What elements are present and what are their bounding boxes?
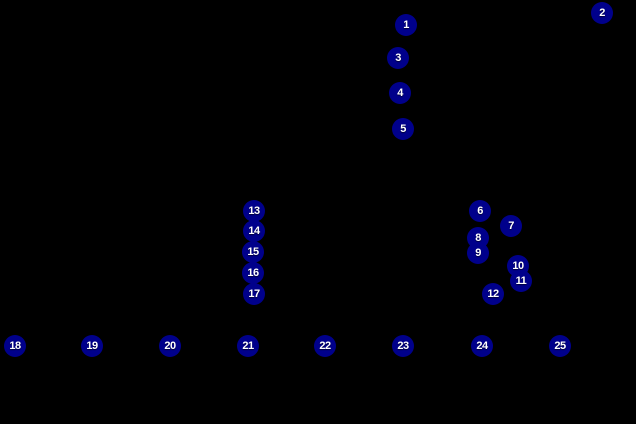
som-mark-21[interactable]: 21 <box>237 335 259 357</box>
som-mark-label: 10 <box>512 259 524 272</box>
som-mark-label: 6 <box>477 204 483 217</box>
som-mark-20[interactable]: 20 <box>159 335 181 357</box>
som-mark-25[interactable]: 25 <box>549 335 571 357</box>
som-mark-label: 12 <box>487 287 499 300</box>
som-mark-label: 18 <box>9 339 21 352</box>
som-mark-label: 5 <box>400 122 406 135</box>
som-mark-label: 3 <box>395 51 401 64</box>
som-mark-label: 4 <box>397 86 403 99</box>
som-mark-label: 16 <box>247 266 259 279</box>
som-mark-label: 11 <box>515 274 527 287</box>
som-mark-label: 25 <box>554 339 566 352</box>
som-mark-label: 14 <box>248 224 260 237</box>
som-mark-label: 9 <box>475 246 481 259</box>
som-mark-label: 22 <box>319 339 331 352</box>
som-mark-15[interactable]: 15 <box>242 241 264 263</box>
som-mark-1[interactable]: 1 <box>395 14 417 36</box>
som-mark-24[interactable]: 24 <box>471 335 493 357</box>
som-mark-7[interactable]: 7 <box>500 215 522 237</box>
som-mark-label: 20 <box>164 339 176 352</box>
som-mark-4[interactable]: 4 <box>389 82 411 104</box>
som-mark-12[interactable]: 12 <box>482 283 504 305</box>
som-mark-label: 7 <box>508 219 514 232</box>
som-mark-label: 21 <box>242 339 254 352</box>
som-mark-13[interactable]: 13 <box>243 200 265 222</box>
som-mark-17[interactable]: 17 <box>243 283 265 305</box>
som-mark-label: 23 <box>397 339 409 352</box>
som-mark-16[interactable]: 16 <box>242 262 264 284</box>
som-mark-3[interactable]: 3 <box>387 47 409 69</box>
som-mark-6[interactable]: 6 <box>469 200 491 222</box>
som-mark-5[interactable]: 5 <box>392 118 414 140</box>
som-mark-label: 19 <box>86 339 98 352</box>
som-mark-14[interactable]: 14 <box>243 220 265 242</box>
som-mark-label: 24 <box>476 339 488 352</box>
som-mark-18[interactable]: 18 <box>4 335 26 357</box>
som-mark-2[interactable]: 2 <box>591 2 613 24</box>
som-mark-19[interactable]: 19 <box>81 335 103 357</box>
som-mark-label: 8 <box>475 231 481 244</box>
som-mark-label: 2 <box>599 6 605 19</box>
som-mark-label: 13 <box>248 204 260 217</box>
som-mark-23[interactable]: 23 <box>392 335 414 357</box>
som-mark-label: 17 <box>248 287 260 300</box>
som-mark-22[interactable]: 22 <box>314 335 336 357</box>
som-mark-label: 15 <box>247 245 259 258</box>
som-mark-11[interactable]: 11 <box>510 270 532 292</box>
som-mark-label: 1 <box>403 18 409 31</box>
som-mark-9[interactable]: 9 <box>467 242 489 264</box>
